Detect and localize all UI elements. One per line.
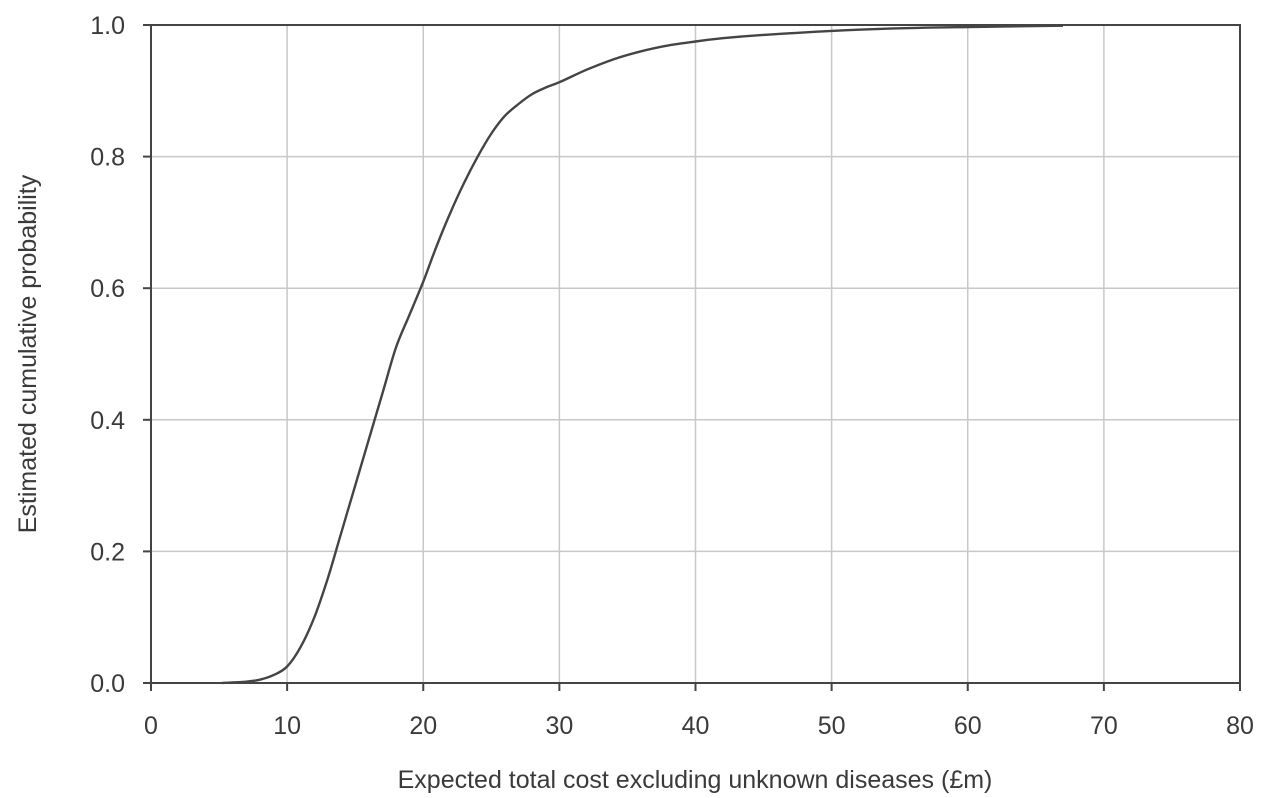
x-tick-label: 80 [1226, 712, 1254, 740]
y-tick-label: 0.2 [90, 538, 125, 566]
x-tick-label: 40 [682, 712, 710, 740]
axis-ticks [143, 24, 1241, 691]
x-tick-label: 0 [144, 712, 158, 740]
y-tick-label: 1.0 [90, 12, 125, 40]
x-tick-labels: 0 10 20 30 40 50 60 70 80 [144, 712, 1254, 740]
cumulative-probability-line [221, 24, 1064, 685]
y-tick-label: 0.6 [90, 275, 125, 303]
y-tick-label: 0.0 [90, 670, 125, 698]
y-axis-title: Estimated cumulative probability [14, 174, 42, 533]
x-tick-label: 50 [818, 712, 846, 740]
grid-lines [151, 25, 1240, 683]
y-tick-label: 0.8 [90, 144, 125, 172]
x-tick-label: 20 [409, 712, 437, 740]
x-tick-label: 30 [545, 712, 573, 740]
x-tick-label: 70 [1090, 712, 1118, 740]
x-axis-title: Expected total cost excluding unknown di… [398, 766, 993, 794]
y-tick-label: 0.4 [90, 407, 125, 435]
y-tick-labels: 0.0 0.2 0.4 0.6 0.8 1.0 [90, 12, 125, 698]
x-tick-label: 60 [954, 712, 982, 740]
x-tick-label: 10 [273, 712, 301, 740]
series-layer [221, 24, 1064, 685]
